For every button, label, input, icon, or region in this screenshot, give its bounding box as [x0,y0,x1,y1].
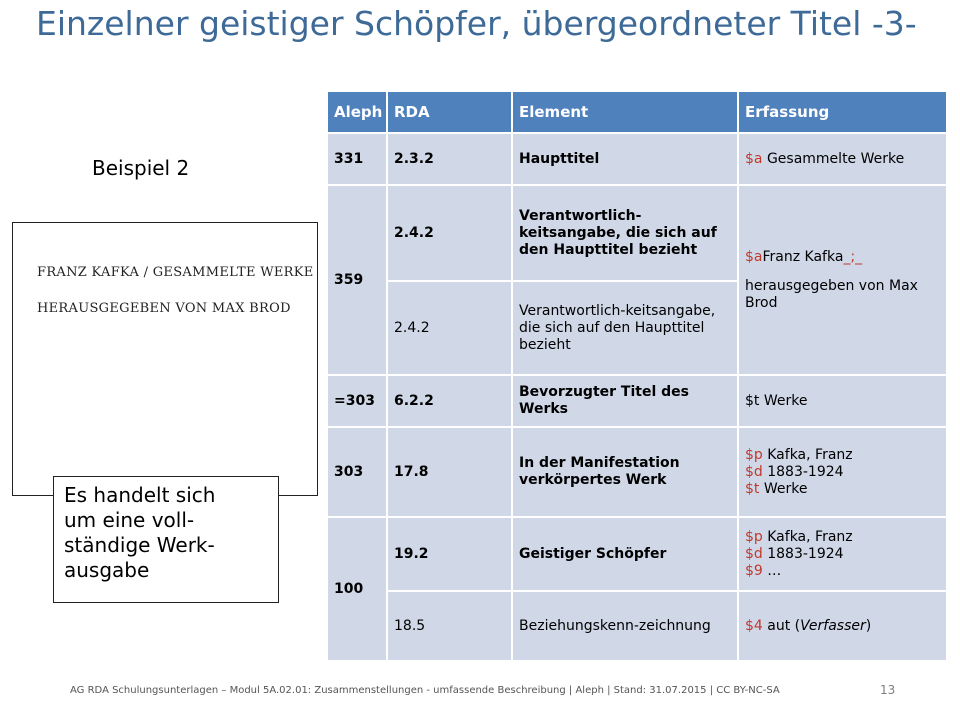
cell-rda: 17.8 [386,426,513,518]
cell-rda: 2.4.2 [386,280,513,376]
erfassung-line: $t Werke [745,481,940,498]
cell-rda: 19.2 [386,516,513,592]
subfield-code: $p [745,446,763,463]
cell-aleph: 359 [326,184,388,376]
table-row: 18.5 Beziehungskenn-zeichnung $4 aut (Ve… [327,590,948,662]
cell-rda: 2.4.2 [386,184,513,282]
subfield-text: aut ( [762,617,801,634]
subfield-text: 1883-1924 [762,545,844,562]
cell-rda: 6.2.2 [386,374,513,428]
erfassung-line: $d 1883-1924 [745,546,940,563]
subfield-code: $4 [745,617,763,634]
rda-table: Aleph RDA Element Erfassung 331 2.3.2 Ha… [326,90,948,662]
cell-element: Haupttitel [511,132,739,186]
header-element: Element [511,90,739,134]
table-header-row: Aleph RDA Element Erfassung [326,90,948,134]
cell-erfassung: $p Kafka, Franz $d 1883-1924 $9 … [737,516,948,592]
cell-element: Verantwortlich-keitsangabe, die sich auf… [511,280,739,376]
scan-line-author-title: FRANZ KAFKA / GESAMMELTE WERKE [37,265,314,280]
subfield-code: $9 [745,562,763,579]
erfassung-line: $aFranz Kafka_;_ [745,249,940,266]
cell-erfassung: $a Gesammelte Werke [737,132,948,186]
note-line: um eine voll- [64,508,195,532]
header-erfassung: Erfassung [737,90,948,134]
subfield-text: Gesammelte Werke [762,150,905,167]
header-aleph: Aleph [326,90,388,134]
role-term: Verfasser [800,617,866,634]
slide-title: Einzelner geistiger Schöpfer, übergeordn… [36,4,917,43]
cell-element: Geistiger Schöpfer [511,516,739,592]
table-row: 331 2.3.2 Haupttitel $a Gesammelte Werke [326,132,948,186]
erfassung-line: $9 … [745,563,940,580]
subfield-text: Franz Kafka [762,248,844,265]
cell-aleph: 100 [326,516,388,662]
table-row: 303 17.8 In der Manifestation verkörpert… [326,426,948,518]
subfield-text-end: ) [865,617,872,634]
erfassung-line: herausgegeben von Max Brod [745,277,918,311]
cell-element: Beziehungskenn-zeichnung [511,590,739,662]
scan-line-editor: HERAUSGEGEBEN VON MAX BROD [37,301,291,316]
table-row: 2.4.2 Verantwortlich-keitsangabe, die si… [327,280,947,376]
cell-aleph: 331 [326,132,388,186]
cell-aleph: =303 [326,374,388,428]
subfield-code: $d [745,545,763,562]
cell-rda: 18.5 [386,590,513,662]
table-row: 100 19.2 Geistiger Schöpfer $p Kafka, Fr… [326,516,948,662]
page-number: 13 [880,683,896,697]
erfassung-line: $p Kafka, Franz [745,447,940,464]
table-row: =303 6.2.2 Bevorzugter Titel des Werks $… [326,374,948,428]
example-label: Beispiel 2 [92,156,190,180]
cell-erfassung: $t Werke [737,374,948,428]
header-rda: RDA [386,90,513,134]
subfield-text: Werke [759,480,808,497]
subfield-code: $d [745,463,763,480]
cell-erfassung: $aFranz Kafka_;_ herausgegeben von Max B… [737,184,948,376]
subfield-code: $t [745,480,760,497]
subfield-text: … [762,562,782,579]
cell-element: Verantwortlich-keitsangabe, die sich auf… [511,184,739,282]
table-row: 359 2.4.2 Verantwortlich-keitsangabe, di… [326,184,948,376]
cell-aleph: 303 [326,426,388,518]
cell-erfassung: $4 aut (Verfasser) [737,590,948,662]
erfassung-line: $d 1883-1924 [745,464,940,481]
title-page-scan: FRANZ KAFKA / GESAMMELTE WERKE HERAUSGEG… [12,222,318,496]
subfield-code: $a [745,248,763,265]
subfield-text: 1883-1924 [762,463,844,480]
erfassung-line: $p Kafka, Franz [745,529,940,546]
subfield-code: $p [745,528,763,545]
separator-code: _;_ [843,248,863,265]
cell-erfassung: $p Kafka, Franz $d 1883-1924 $t Werke [737,426,948,518]
cell-rda: 2.3.2 [386,132,513,186]
note-line: ständige Werk- [64,533,215,557]
note-box: Es handelt sich um eine voll- ständige W… [53,476,279,603]
note-line: Es handelt sich [64,483,216,507]
subfield-text: Kafka, Franz [762,446,853,463]
cell-element: Bevorzugter Titel des Werks [511,374,739,428]
footer-text: AG RDA Schulungsunterlagen – Modul 5A.02… [70,685,780,696]
subfield-code: $a [745,150,763,167]
subfield-text: Kafka, Franz [762,528,853,545]
note-line: ausgabe [64,558,150,582]
cell-element: In der Manifestation verkörpertes Werk [511,426,739,518]
